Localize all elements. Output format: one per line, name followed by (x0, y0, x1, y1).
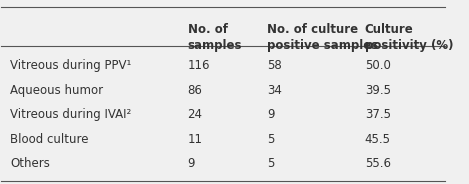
Text: 116: 116 (188, 59, 210, 72)
Text: 5: 5 (267, 157, 275, 170)
Text: Blood culture: Blood culture (10, 133, 89, 146)
Text: 58: 58 (267, 59, 282, 72)
Text: Vitreous during PPV¹: Vitreous during PPV¹ (10, 59, 132, 72)
Text: 24: 24 (188, 108, 203, 121)
Text: No. of
samples: No. of samples (188, 23, 242, 52)
Text: 37.5: 37.5 (365, 108, 391, 121)
Text: 11: 11 (188, 133, 203, 146)
Text: 39.5: 39.5 (365, 84, 391, 97)
Text: Culture
positivity (%): Culture positivity (%) (365, 23, 453, 52)
Text: 9: 9 (188, 157, 195, 170)
Text: 45.5: 45.5 (365, 133, 391, 146)
Text: 5: 5 (267, 133, 275, 146)
Text: 55.6: 55.6 (365, 157, 391, 170)
Text: Others: Others (10, 157, 50, 170)
Text: 50.0: 50.0 (365, 59, 391, 72)
Text: 34: 34 (267, 84, 282, 97)
Text: No. of culture
positive samples: No. of culture positive samples (267, 23, 378, 52)
Text: 9: 9 (267, 108, 275, 121)
Text: Aqueous humor: Aqueous humor (10, 84, 103, 97)
Text: 86: 86 (188, 84, 203, 97)
Text: Vitreous during IVAI²: Vitreous during IVAI² (10, 108, 131, 121)
